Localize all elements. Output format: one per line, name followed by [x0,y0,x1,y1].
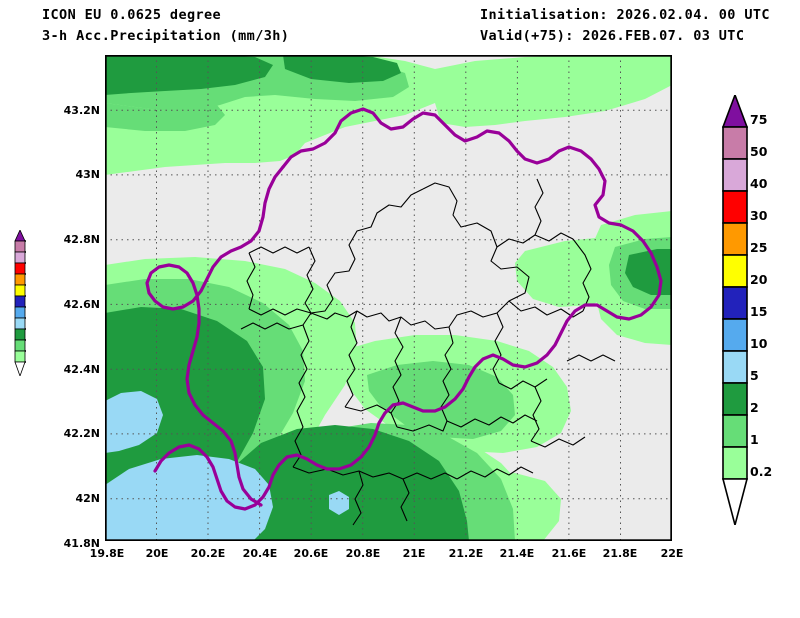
colorbar-tick-label: 75 [750,112,768,127]
colorbar-tick-label: 15 [750,304,768,319]
precip-band-5-10-west [105,391,163,453]
precip-band-0p2-1-east-tongue [515,237,629,307]
admin-boundaries [240,178,616,526]
colorbar-tick-label: 40 [750,176,768,191]
colorbar-bands [722,126,748,480]
y-tick-label: 42N [75,492,100,505]
colorbar-tick-label: 50 [750,144,768,159]
colorbar-tick-label: 0.2 [750,464,773,479]
colorbar-tick-label: 2 [750,400,759,415]
y-tick-label: 42.2N [63,427,100,440]
colorbar-tick-label: 5 [750,368,759,383]
colorbar-tick-label: 20 [750,272,768,287]
y-tick-label: 42.4N [63,363,100,376]
colorbar-under-arrow [722,478,748,525]
precip-band-2-5-nwcorner [105,55,273,95]
y-tick-label: 43.2N [63,104,100,117]
y-tick-label: 42.6N [63,298,100,311]
x-tick-label: 20.6E [293,547,329,560]
precip-band-1-2-eastkosovo [367,361,515,439]
x-tick-label: 20.8E [345,547,381,560]
x-tick-label: 21.8E [602,547,638,560]
colorbar [722,95,748,525]
x-tick-label: 21.2E [448,547,484,560]
precip-band-5-10-southwest [105,455,273,541]
colorbar-tick-label: 10 [750,336,768,351]
precip-field [105,55,672,541]
x-tick-label: 19.8E [89,547,125,560]
x-tick-label: 21.4E [499,547,535,560]
country-border-kosovo [153,107,663,511]
x-tick-label: 20.2E [190,547,226,560]
precipitation-map [105,55,672,541]
x-tick-label: 21.6E [551,547,587,560]
x-tick-label: 20.4E [242,547,278,560]
precip-band-0p2-1-north2 [435,55,672,127]
colorbar-mini [14,230,26,376]
x-tick-label: 22E [660,547,684,560]
precip-band-5-10-dot [329,491,349,515]
colorbar-tick-label: 25 [750,240,768,255]
y-tick-label: 43N [75,168,100,181]
precip-band-1-2-nwdark [105,103,225,131]
map-frame [105,55,672,541]
colorbar-tick-label: 1 [750,432,759,447]
x-tick-label: 20E [145,547,169,560]
y-tick-label: 41.8N [63,537,100,550]
precip-band-2-5-nwblob [283,55,401,83]
colorbar-tick-label: 30 [750,208,768,223]
model-title: ICON EU 0.0625 degree [42,7,222,23]
field-title: 3-h Acc.Precipitation (mm/3h) [42,28,290,44]
country-border-kosovo-west [145,165,285,507]
initialisation-time: Initialisation: 2026.02.04. 00 UTC [480,7,770,23]
y-tick-label: 42.8N [63,233,100,246]
valid-time: Valid(+75): 2026.FEB.07. 03 UTC [480,28,745,44]
colorbar-over-arrow [722,95,748,128]
x-tick-label: 21E [402,547,426,560]
